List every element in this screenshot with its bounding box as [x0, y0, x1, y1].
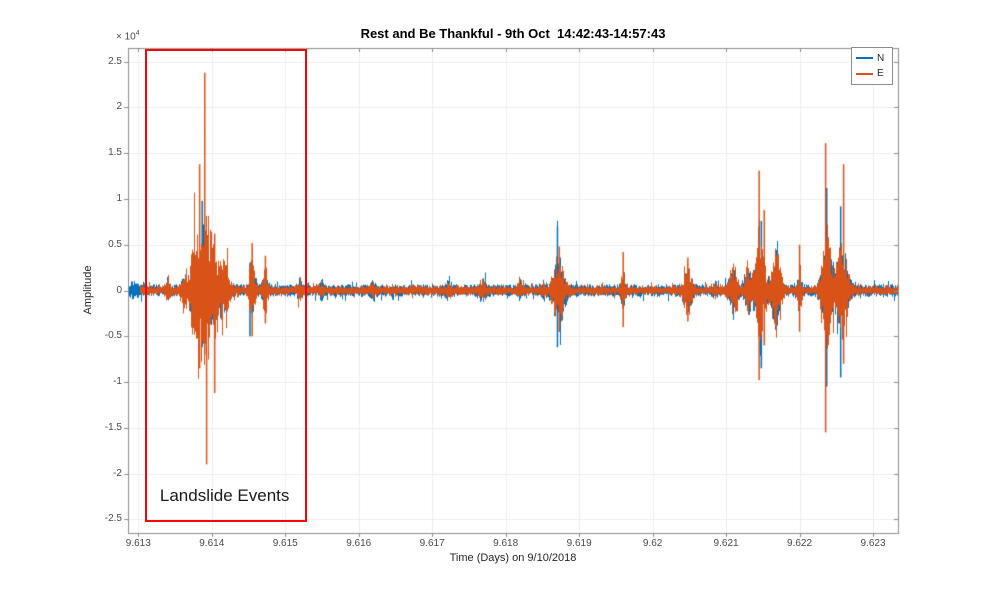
x-tick-label: 9.613 — [125, 538, 151, 549]
y-tick-label: 0 — [116, 284, 122, 296]
annotation-label: Landslide Events — [159, 486, 290, 505]
y-tick-label: -1 — [113, 376, 122, 387]
chart-title: Rest and Be Thankful - 9th Oct 14:42:43-… — [360, 26, 666, 41]
x-tick-label: 9.62 — [642, 538, 663, 549]
annotation-box: Landslide Events — [144, 49, 308, 522]
legend-entry-e: E — [852, 68, 892, 79]
x-tick-label: 9.619 — [566, 538, 592, 549]
x-tick-label: 9.623 — [860, 538, 886, 549]
y-tick-label: -2.5 — [104, 513, 122, 525]
y-tick-label: 1.5 — [108, 147, 122, 159]
y-tick-label: 2.5 — [108, 55, 122, 67]
legend-entry-n: N — [852, 53, 892, 64]
x-tick-label: 9.621 — [713, 538, 739, 549]
x-tick-label: 9.614 — [199, 538, 225, 549]
legend: N E — [851, 47, 893, 85]
x-tick-label: 9.617 — [419, 538, 445, 549]
y-tick-label: -1.5 — [104, 421, 122, 433]
y-tick-label: 2 — [116, 101, 122, 113]
y-axis-multiplier-exponent: 4 — [135, 30, 140, 37]
x-tick-label: 9.622 — [787, 538, 813, 549]
legend-line-e-icon — [856, 72, 873, 75]
y-axis-multiplier: × 104 — [116, 30, 140, 42]
y-tick-label: 0.5 — [108, 238, 122, 250]
y-tick-label: -2 — [113, 467, 122, 479]
legend-label-e: E — [877, 68, 884, 80]
legend-label-n: N — [877, 52, 885, 64]
y-axis-multiplier-base: × 10 — [116, 31, 136, 43]
y-tick-label: 1 — [116, 192, 122, 204]
x-tick-label: 9.616 — [346, 538, 372, 549]
legend-line-n-icon — [856, 57, 873, 60]
x-axis-label: Time (Days) on 9/10/2018 — [449, 552, 577, 564]
y-tick-label: -0.5 — [104, 330, 122, 342]
x-tick-label: 9.618 — [493, 538, 519, 549]
x-tick-label: 9.615 — [272, 538, 298, 549]
